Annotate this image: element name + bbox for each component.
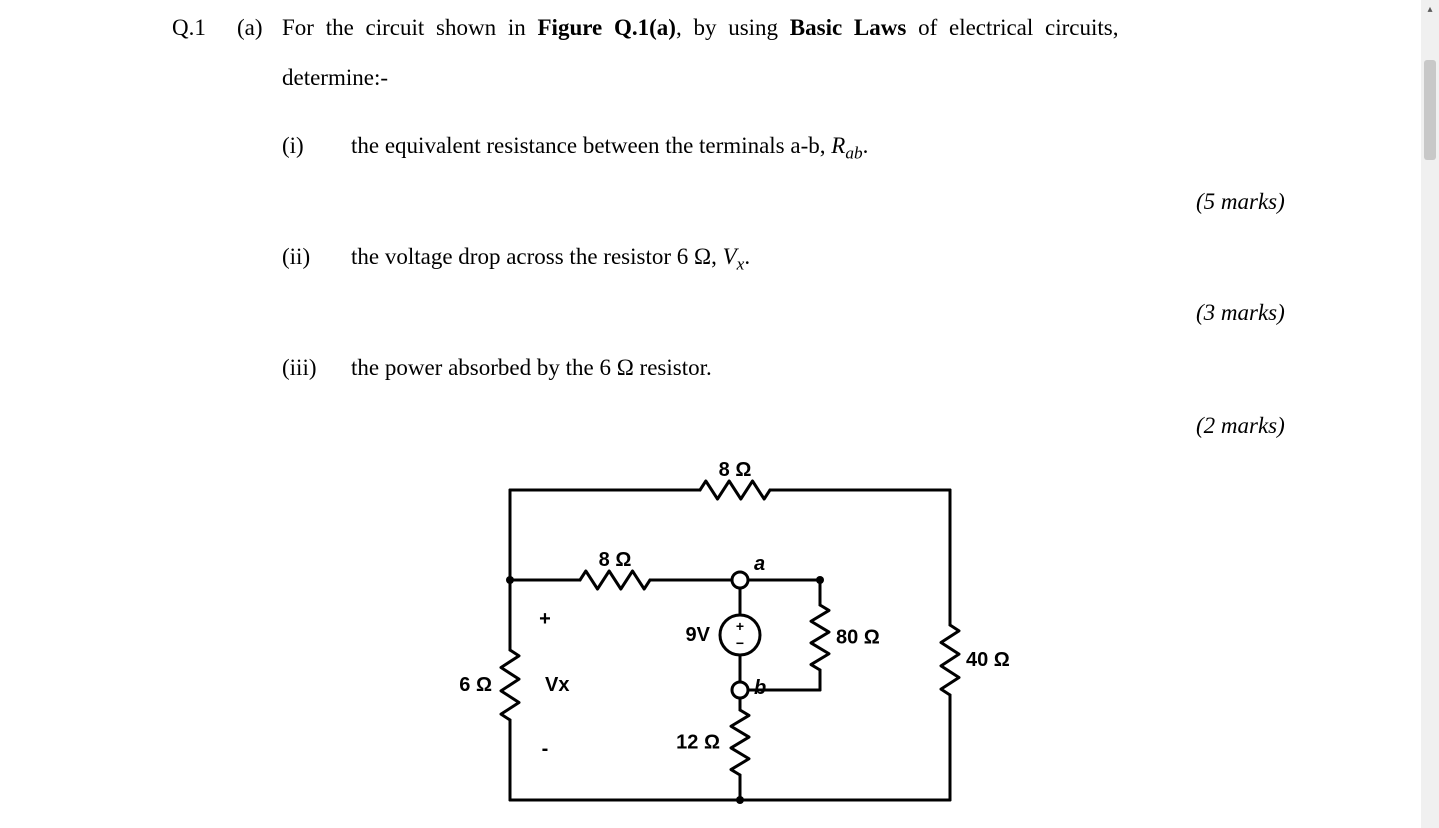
item-ii-sym: V	[723, 244, 737, 269]
item-i-post: .	[863, 133, 869, 158]
svg-text:80 Ω: 80 Ω	[836, 627, 880, 649]
scrollbar-thumb[interactable]	[1424, 60, 1436, 160]
stem-post: of electrical circuits,	[906, 15, 1118, 40]
item-iii-pre: the power absorbed by the 6 Ω resistor.	[351, 355, 712, 380]
item-label-ii: (ii)	[282, 241, 310, 273]
circuit-figure: +−8 Ω8 Ω6 Ω+Vx-9V80 Ω40 Ω12 Ωab	[450, 460, 1050, 820]
marks-ii: (3 marks)	[1196, 297, 1285, 329]
stem-mid: , by using	[676, 15, 790, 40]
svg-text:6 Ω: 6 Ω	[459, 674, 492, 696]
item-i-pre: the equivalent resistance between the te…	[351, 133, 831, 158]
page: ▴ Q.1 (a) For the circuit shown in Figur…	[0, 0, 1439, 828]
item-label-i: (i)	[282, 130, 304, 162]
svg-text:8 Ω: 8 Ω	[719, 460, 752, 481]
svg-text:Vx: Vx	[545, 674, 569, 696]
svg-text:12 Ω: 12 Ω	[676, 732, 720, 754]
part-label: (a)	[237, 12, 263, 44]
svg-text:-: -	[542, 738, 549, 760]
figure-ref: Figure Q.1(a)	[538, 15, 676, 40]
scrollbar-track[interactable]: ▴	[1421, 0, 1439, 828]
item-text-i: the equivalent resistance between the te…	[351, 130, 868, 166]
item-ii-post: .	[744, 244, 750, 269]
svg-text:−: −	[736, 635, 744, 651]
item-i-sym: R	[831, 133, 845, 158]
marks-i: (5 marks)	[1196, 186, 1285, 218]
item-text-iii: the power absorbed by the 6 Ω resistor.	[351, 352, 712, 384]
basic-laws: Basic Laws	[790, 15, 907, 40]
stem-line-1: For the circuit shown in Figure Q.1(a), …	[282, 12, 1292, 44]
scrollbar-up-arrow[interactable]: ▴	[1421, 0, 1439, 18]
stem-pre: For the circuit shown in	[282, 15, 538, 40]
svg-text:+: +	[539, 608, 551, 630]
item-ii-pre: the voltage drop across the resistor 6 Ω…	[351, 244, 723, 269]
svg-text:+: +	[736, 618, 744, 634]
item-label-iii: (iii)	[282, 352, 317, 384]
svg-text:8 Ω: 8 Ω	[599, 549, 632, 571]
svg-text:40 Ω: 40 Ω	[966, 649, 1010, 671]
stem-line-2: determine:-	[282, 62, 388, 94]
svg-text:b: b	[754, 677, 766, 699]
svg-text:a: a	[754, 553, 765, 575]
circuit-svg: +−8 Ω8 Ω6 Ω+Vx-9V80 Ω40 Ω12 Ωab	[450, 460, 1050, 820]
item-i-sub: ab	[845, 144, 862, 163]
marks-iii: (2 marks)	[1196, 410, 1285, 442]
svg-text:9V: 9V	[686, 624, 711, 646]
item-text-ii: the voltage drop across the resistor 6 Ω…	[351, 241, 750, 277]
question-number: Q.1	[172, 12, 206, 44]
